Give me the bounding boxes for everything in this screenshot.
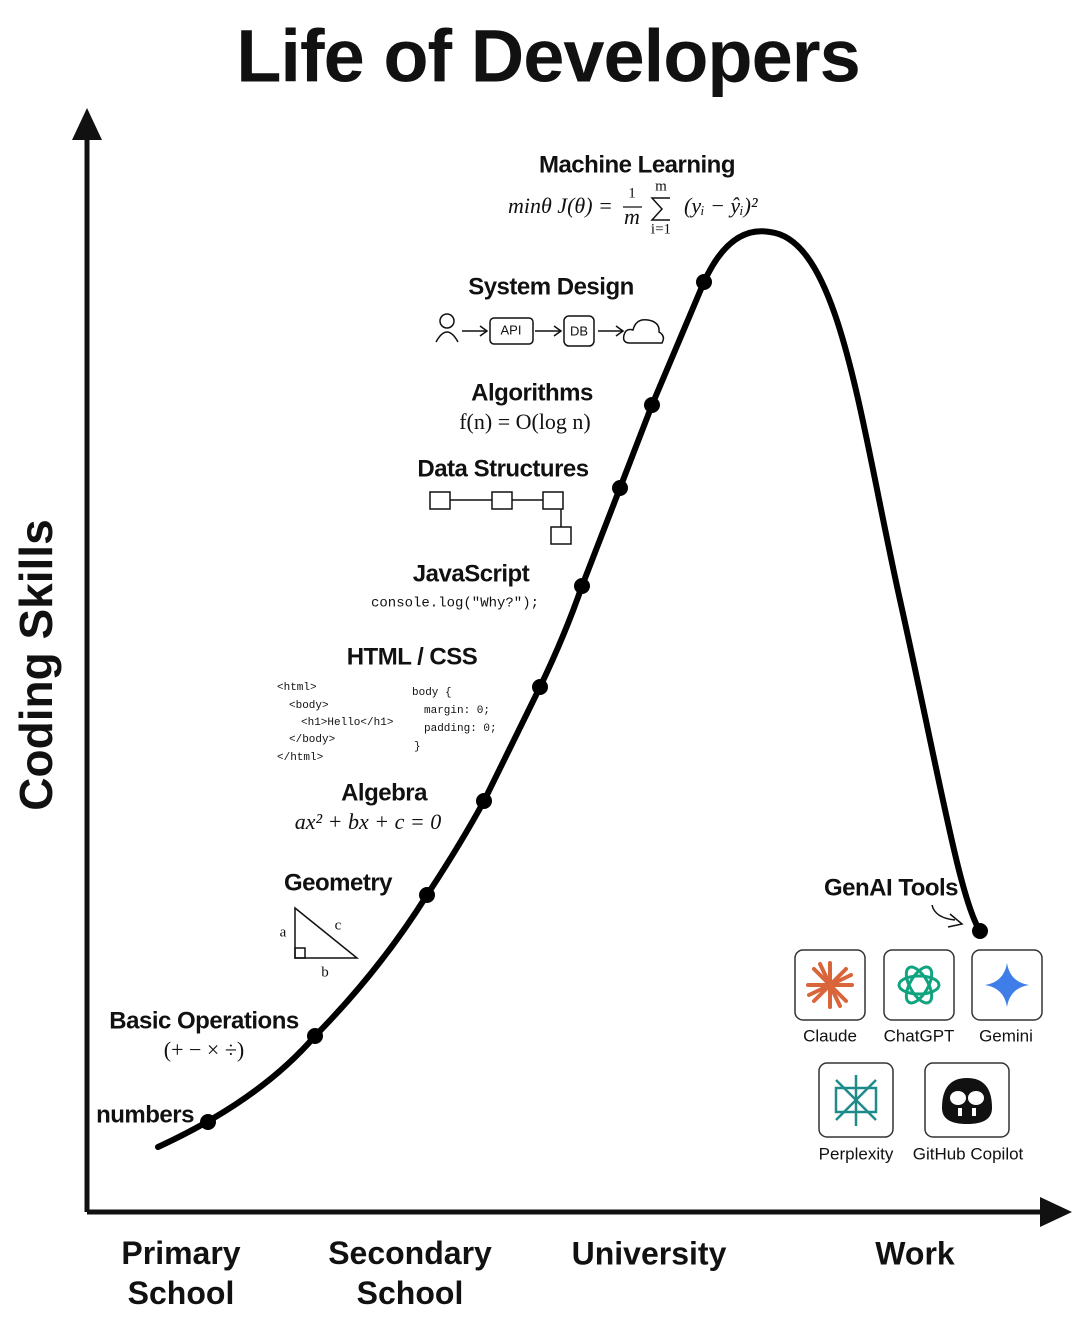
linked-list-part xyxy=(550,526,572,545)
formula: i=1 xyxy=(651,221,671,237)
axes xyxy=(84,135,1045,1215)
code-line: } xyxy=(414,741,421,753)
code-line: </html> xyxy=(277,752,323,764)
genai-arrowhead xyxy=(947,913,964,928)
milestone-dots-part xyxy=(612,480,628,496)
x-stage: Secondary School xyxy=(328,1235,492,1311)
x-stage: Work xyxy=(875,1235,955,1271)
chatgpt-icon-part xyxy=(904,965,934,1005)
triangle-part xyxy=(294,906,360,959)
milestone-dots xyxy=(200,274,988,1130)
tool-name: Perplexity xyxy=(819,1144,894,1163)
code-line: </body> xyxy=(289,734,335,746)
tool-name: Gemini xyxy=(979,1026,1033,1045)
copilot-icon-part xyxy=(942,1078,992,1124)
milestone-label: Basic Operations xyxy=(109,1007,299,1034)
milestone-dots-part xyxy=(972,923,988,939)
perplexity-icon-part xyxy=(834,1086,878,1114)
y-arrow xyxy=(72,108,102,140)
x-stage: Primary School xyxy=(121,1235,240,1311)
milestone-label: Algebra xyxy=(341,779,428,806)
milestone-dots-part xyxy=(307,1028,323,1044)
perplexity-icon-part xyxy=(835,1098,877,1121)
labels: Life of Developers Coding Skills Primary Sc… xyxy=(10,15,1033,1312)
chatgpt-icon-part xyxy=(897,974,941,996)
side-label: a xyxy=(280,924,287,940)
node-label: DB xyxy=(570,323,588,338)
milestone-label: Machine Learning xyxy=(539,151,735,178)
milestone-dots-part xyxy=(532,679,548,695)
milestone-label: Algorithms xyxy=(471,379,593,406)
milestone-dots-part xyxy=(200,1114,216,1130)
linked-list-part xyxy=(542,491,564,510)
formula: f(n) = O(log n) xyxy=(459,409,591,434)
code-line: <body> xyxy=(289,700,329,712)
code-line: body { xyxy=(412,687,452,699)
system-diagram xyxy=(435,313,665,347)
title: Life of Developers xyxy=(236,15,860,98)
copilot-icon-part xyxy=(972,1108,976,1116)
node-label: API xyxy=(501,322,522,337)
tool-icons-part xyxy=(883,949,955,1021)
formula: ax² + bx + c = 0 xyxy=(295,809,441,834)
milestone-dots-part xyxy=(574,578,590,594)
system-diagram-part xyxy=(435,331,459,343)
milestone-dots-part xyxy=(419,887,435,903)
genai-label: GenAI Tools xyxy=(824,874,958,901)
tool-name: ChatGPT xyxy=(884,1026,955,1045)
system-diagram-part xyxy=(439,313,455,329)
milestone-label: numbers xyxy=(96,1101,194,1128)
linked-list-part xyxy=(429,491,451,510)
formula: m xyxy=(655,178,667,194)
claude-icon-part xyxy=(807,973,853,997)
triangle xyxy=(294,906,360,959)
perplexity-icon xyxy=(834,1075,878,1126)
linked-list xyxy=(429,491,572,545)
copilot-icon-part xyxy=(950,1091,966,1105)
code-line: padding: 0; xyxy=(424,723,497,735)
code-line: console.log("Why?"); xyxy=(371,596,539,612)
linked-list-part xyxy=(491,491,513,510)
triangle-part xyxy=(294,947,306,959)
system-diagram-part xyxy=(553,325,563,337)
claude-icon xyxy=(806,961,854,1009)
milestone-label: HTML / CSS xyxy=(347,643,478,670)
system-diagram-part xyxy=(489,317,534,345)
genai-arrow xyxy=(931,904,956,921)
milestone-label: Geometry xyxy=(284,869,393,896)
code-line: margin: 0; xyxy=(424,705,490,717)
tool-name: Claude xyxy=(803,1026,857,1045)
copilot-icon xyxy=(942,1078,992,1124)
side-label: b xyxy=(321,964,329,980)
copilot-icon-part xyxy=(968,1091,984,1105)
formula: 1 xyxy=(628,185,636,201)
code-line: <html> xyxy=(277,682,317,694)
system-diagram-part xyxy=(615,325,625,337)
gemini-icon xyxy=(985,963,1029,1007)
formula: m xyxy=(624,204,640,229)
sum-sign xyxy=(650,197,670,221)
copilot-icon-part xyxy=(958,1108,962,1116)
chatgpt-icon-part xyxy=(904,965,934,1005)
tool-name: GitHub Copilot xyxy=(913,1144,1024,1163)
milestone-dots-part xyxy=(696,274,712,290)
code-line: <h1>Hello</h1> xyxy=(301,717,393,729)
milestone-dots-part xyxy=(476,793,492,809)
formula: (yᵢ − ŷᵢ)² xyxy=(684,193,758,218)
system-diagram-part xyxy=(479,325,489,337)
chatgpt-icon xyxy=(897,965,941,1005)
y-axis-label: Coding Skills xyxy=(10,519,62,810)
formula: minθ J(θ) = xyxy=(508,193,613,218)
milestone-label: System Design xyxy=(468,273,634,300)
system-diagram-part xyxy=(622,318,665,344)
milestone-label: Data Structures xyxy=(417,455,588,482)
system-diagram-part xyxy=(563,315,595,347)
x-arrow xyxy=(1040,1197,1072,1227)
milestone-dots-part xyxy=(644,397,660,413)
milestone-detail: (+ − × ÷) xyxy=(164,1037,244,1062)
milestone-label: JavaScript xyxy=(413,560,530,587)
side-label: c xyxy=(335,917,342,933)
x-stage: University xyxy=(572,1235,727,1271)
